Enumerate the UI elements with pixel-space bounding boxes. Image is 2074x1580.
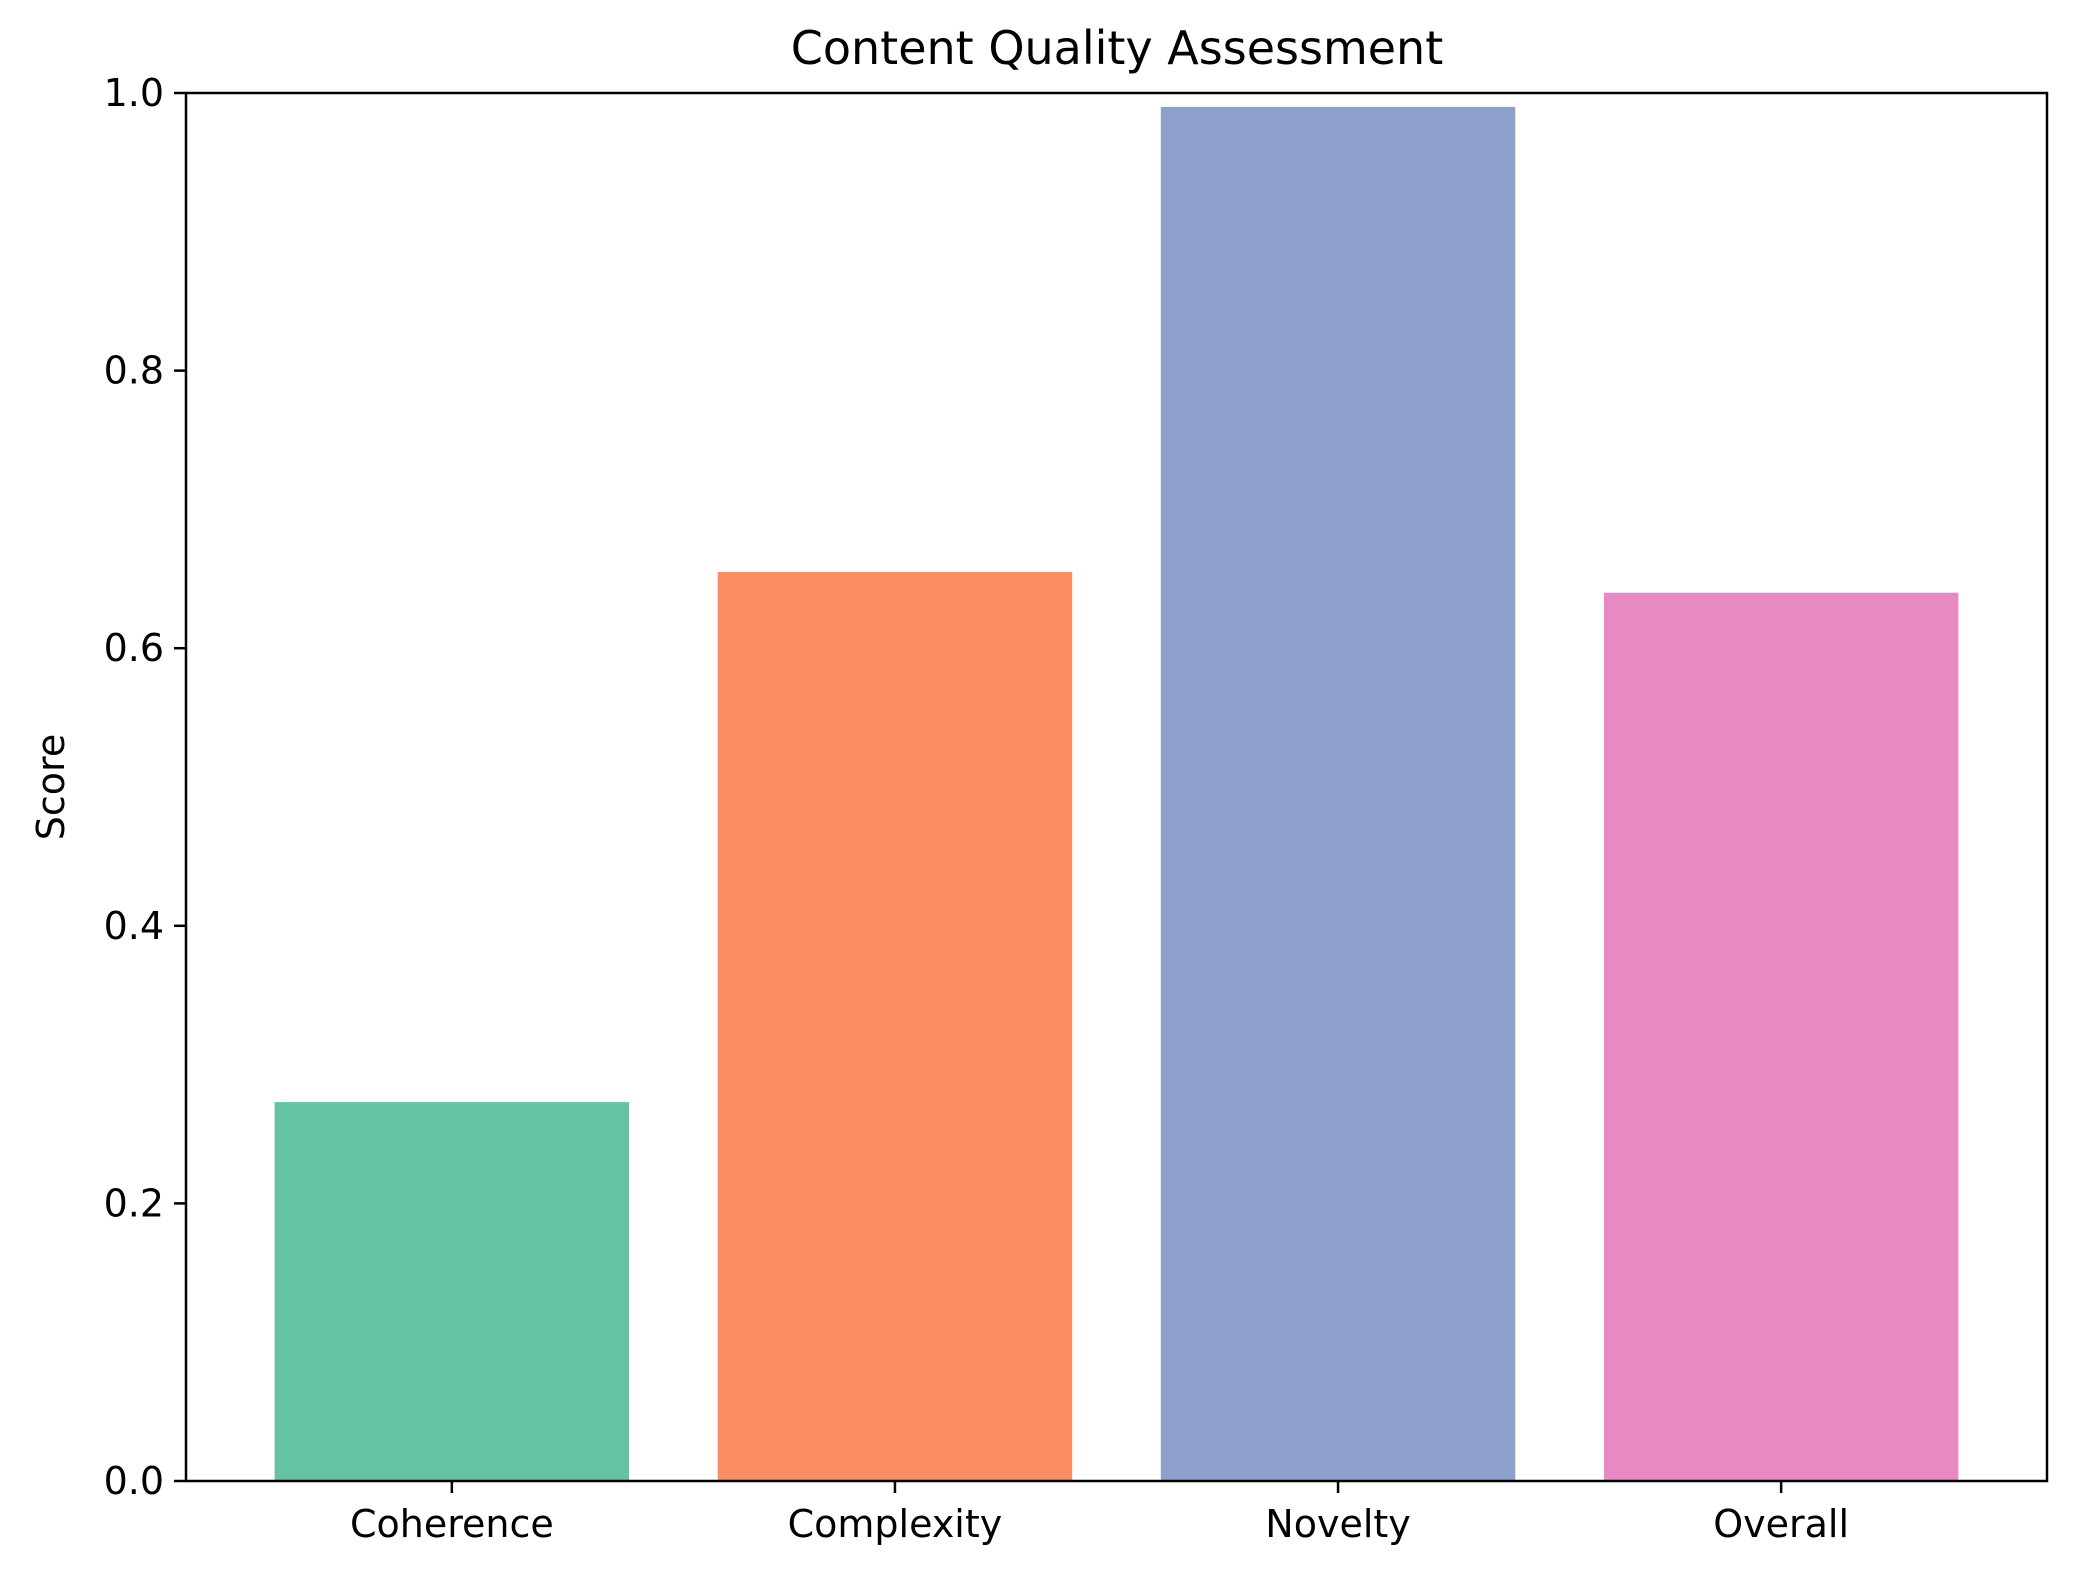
- y-tick-label: 1.0: [104, 71, 164, 115]
- x-tick-label-overall: Overall: [1713, 1502, 1849, 1546]
- x-axis: Coherence Complexity Novelty Overall: [350, 1481, 1849, 1546]
- bars-layer: [274, 106, 1959, 1481]
- chart-title: Content Quality Assessment: [791, 21, 1444, 75]
- y-tick-label: 0.2: [104, 1181, 164, 1225]
- y-tick-label: 0.0: [104, 1459, 164, 1503]
- bar-coherence: [274, 1102, 630, 1481]
- bar-complexity: [717, 571, 1073, 1481]
- plot-frame: [184, 91, 2049, 1483]
- y-axis-title: Score: [29, 734, 73, 840]
- y-tick-label: 0.8: [104, 349, 164, 393]
- x-tick-label-complexity: Complexity: [788, 1502, 1003, 1546]
- x-tick-label-novelty: Novelty: [1265, 1502, 1411, 1546]
- y-axis: 0.0 0.2 0.4 0.6 0.8 1.0: [104, 71, 186, 1503]
- y-tick-label: 0.4: [104, 904, 164, 948]
- bar-overall: [1603, 592, 1959, 1481]
- bar-novelty: [1160, 106, 1516, 1481]
- y-tick-label: 0.6: [104, 626, 164, 670]
- x-tick-label-coherence: Coherence: [350, 1502, 554, 1546]
